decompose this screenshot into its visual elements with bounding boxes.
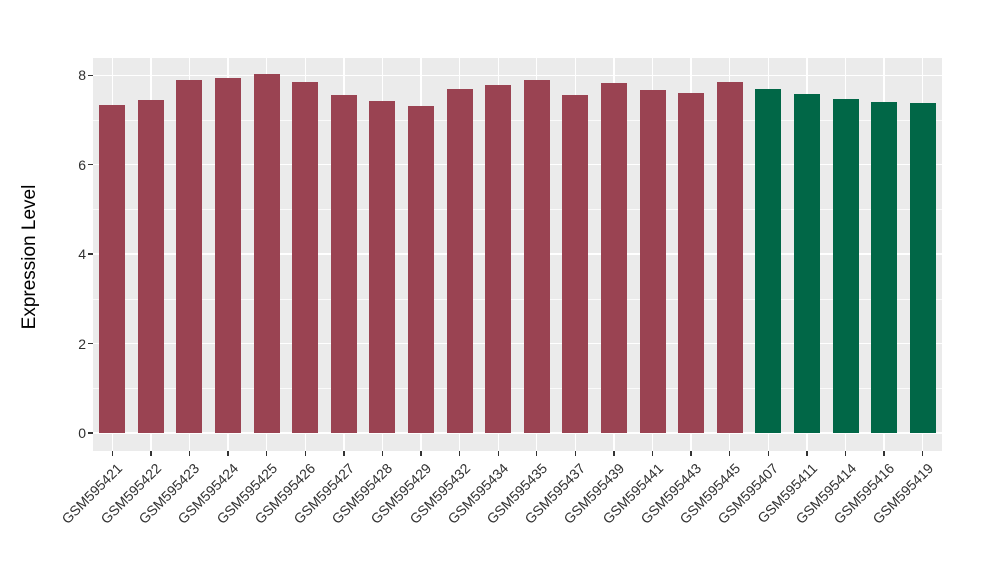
- gridline-major: [93, 74, 942, 76]
- y-axis-tick: [88, 432, 93, 434]
- x-axis-tick: [574, 451, 577, 456]
- x-axis-tick: [111, 451, 113, 456]
- x-axis-tick: [497, 451, 499, 456]
- bar: [292, 81, 319, 433]
- x-axis-tick: [922, 451, 924, 456]
- y-tick-label: 8: [78, 67, 86, 84]
- x-axis-tick: [381, 451, 384, 456]
- bar: [408, 106, 435, 433]
- bar: [369, 101, 396, 433]
- x-axis-tick: [265, 451, 268, 456]
- gridline-minor: [93, 387, 942, 389]
- y-axis-tick: [88, 164, 93, 166]
- bar: [523, 80, 550, 433]
- gridline-minor: [93, 209, 942, 210]
- x-axis-tick: [883, 451, 885, 456]
- x-axis-tick: [844, 451, 847, 456]
- x-axis-tick: [613, 451, 615, 456]
- bar: [99, 105, 126, 433]
- x-axis-tick: [458, 451, 461, 456]
- bar: [716, 81, 743, 433]
- x-axis-tick: [651, 451, 654, 456]
- bar: [909, 103, 936, 433]
- y-tick-label: 4: [78, 246, 86, 263]
- gridline-major: [93, 432, 942, 434]
- bar: [215, 78, 242, 433]
- gridline-minor: [93, 298, 942, 300]
- bar: [678, 93, 705, 433]
- gridline-major: [93, 164, 942, 166]
- x-axis-tick: [536, 451, 538, 456]
- y-tick-label: 0: [78, 425, 86, 441]
- gridline-major: [93, 342, 942, 345]
- plot-panel: [93, 58, 942, 451]
- x-axis-tick: [806, 451, 808, 456]
- bar: [137, 99, 164, 433]
- bar: [176, 79, 203, 433]
- x-axis-tick: [304, 451, 306, 456]
- x-axis-tick: [188, 451, 191, 456]
- x-axis-tick: [227, 451, 229, 456]
- x-axis-tick: [420, 451, 422, 456]
- y-tick-label: 6: [78, 156, 86, 173]
- bar: [871, 102, 898, 433]
- bar: [600, 83, 627, 433]
- gridline-minor: [93, 119, 942, 121]
- x-axis-tick: [690, 451, 692, 456]
- bar: [562, 94, 589, 433]
- bar: [446, 88, 473, 433]
- bar: [485, 85, 512, 433]
- x-axis-tick: [767, 451, 770, 456]
- bar: [253, 74, 280, 433]
- y-tick-label: 2: [78, 335, 86, 352]
- bar: [793, 94, 820, 433]
- x-axis-tick: [150, 451, 152, 456]
- y-axis-tick: [88, 253, 93, 255]
- bar: [832, 98, 859, 433]
- x-axis-tick: [729, 451, 731, 456]
- bar: [639, 89, 666, 433]
- gridline-major: [93, 253, 942, 255]
- y-axis-tick: [88, 342, 93, 345]
- bar: [755, 89, 782, 433]
- bar: [330, 94, 357, 433]
- x-axis-tick: [343, 451, 345, 456]
- y-axis-tick: [88, 74, 93, 76]
